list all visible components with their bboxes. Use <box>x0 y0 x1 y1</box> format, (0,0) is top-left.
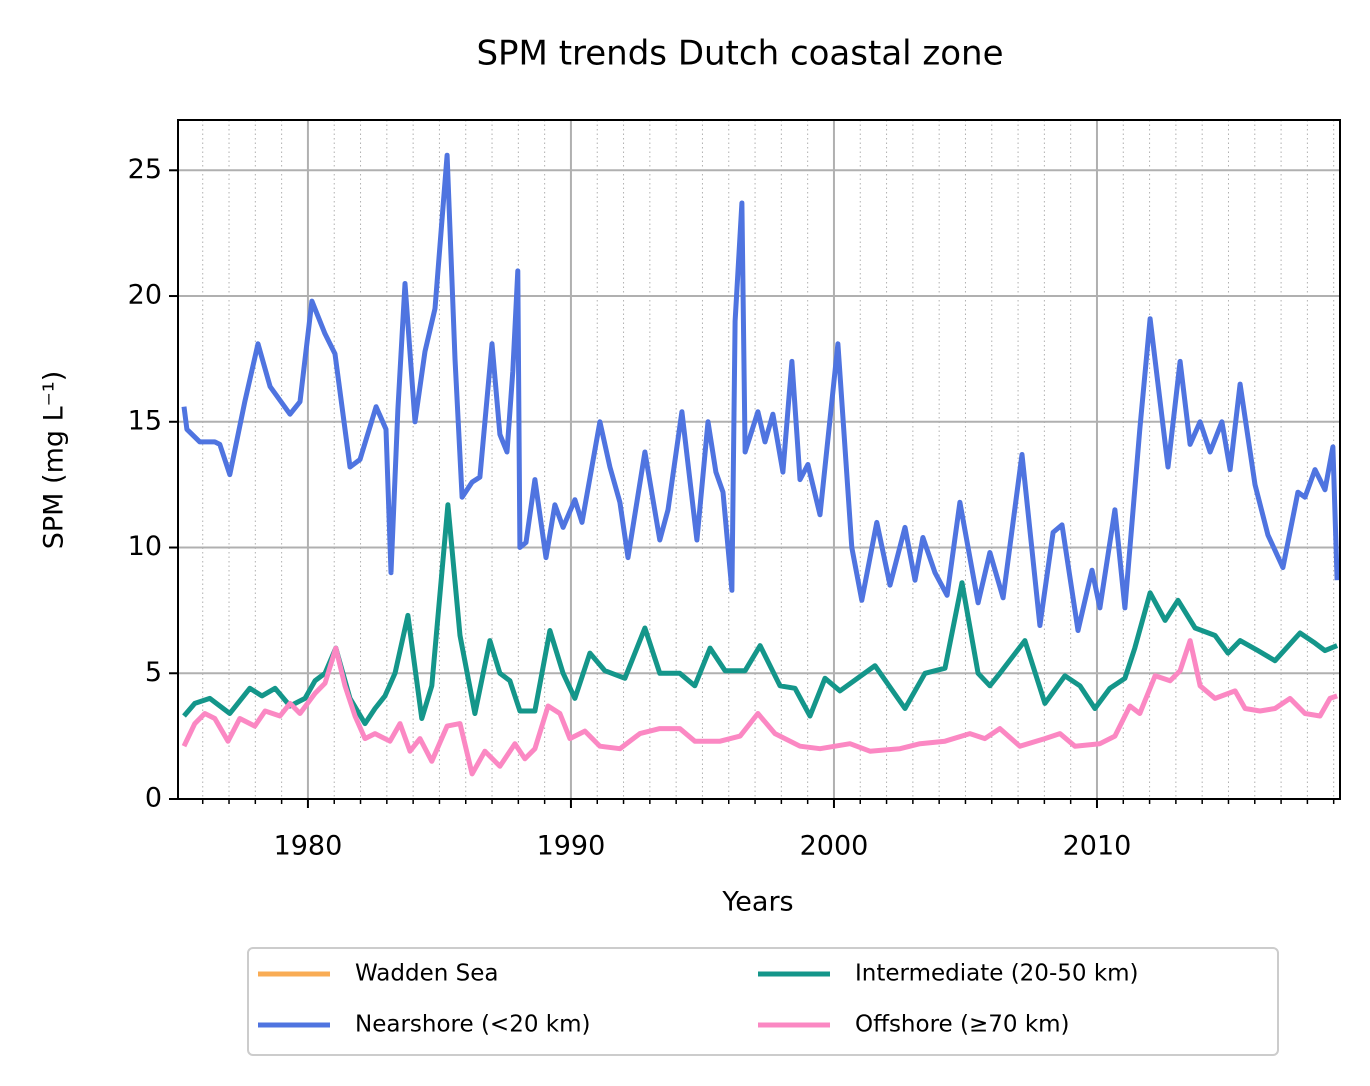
x-tick-label: 2010 <box>1063 831 1132 862</box>
series-line <box>181 152 1340 633</box>
series-line <box>182 502 1339 727</box>
chart-title: SPM trends Dutch coastal zone <box>476 34 1003 74</box>
x-tick-label: 2000 <box>800 831 869 862</box>
series-line <box>181 638 1338 777</box>
y-tick-label: 15 <box>128 405 162 436</box>
legend-label: Wadden Sea <box>355 961 498 987</box>
y-tick-label: 0 <box>145 783 162 814</box>
plot-frame <box>177 119 1341 800</box>
legend-label: Nearshore (<20 km) <box>355 1012 590 1038</box>
legend-label: Offshore (≥70 km) <box>855 1012 1070 1038</box>
y-tick-label: 10 <box>128 531 162 562</box>
y-tick-label: 25 <box>128 154 162 185</box>
y-tick-label: 20 <box>128 280 162 311</box>
x-tick-label: 1980 <box>274 831 343 862</box>
y-axis-label: SPM (mg L⁻¹) <box>39 371 70 550</box>
legend-box <box>247 947 1279 1056</box>
x-tick-label: 1990 <box>537 831 606 862</box>
legend-label: Intermediate (20-50 km) <box>855 961 1139 987</box>
x-axis-label: Years <box>721 887 793 918</box>
y-tick-label: 5 <box>145 657 162 688</box>
